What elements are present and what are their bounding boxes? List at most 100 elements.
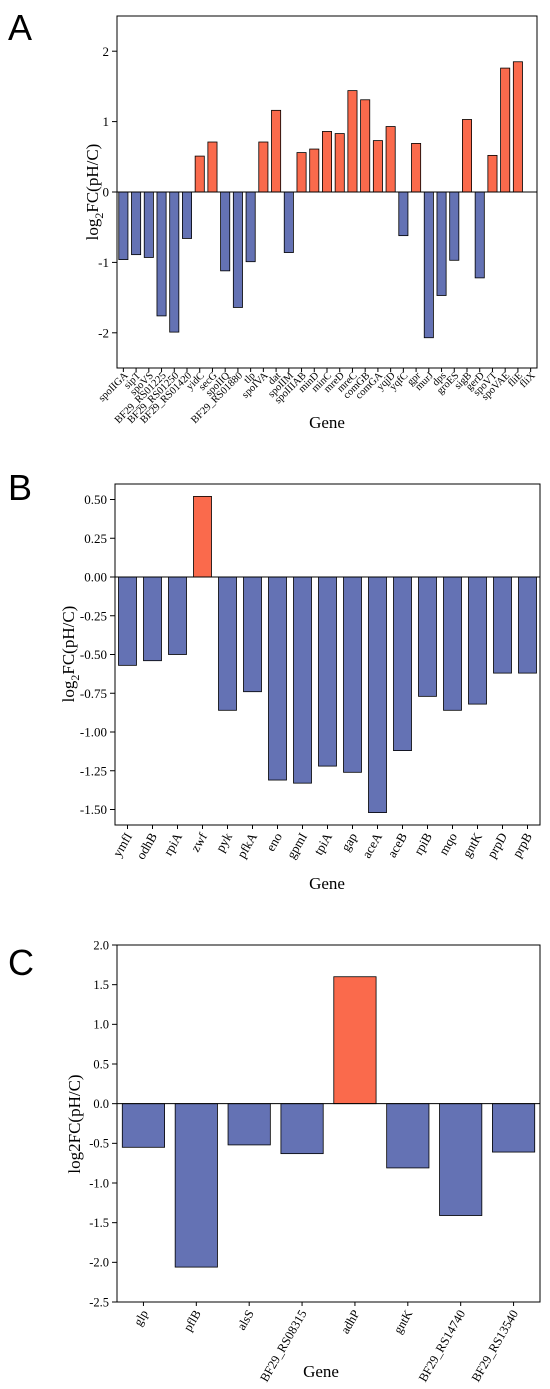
- y-tick-label: 2.0: [93, 938, 109, 952]
- x-tick-label: adhP: [338, 1307, 363, 1336]
- x-tick-label: BF29_RS08315: [257, 1308, 309, 1385]
- x-tick-label: BF29_RS13540: [469, 1308, 521, 1385]
- y-tick-label: -2: [98, 325, 109, 340]
- panel-letter: A: [8, 7, 32, 48]
- bar-BF29_RS01225: [156, 191, 167, 317]
- y-tick-label: -0.25: [80, 608, 107, 623]
- y-tick-label: 0.5: [93, 1057, 109, 1071]
- y-tick-label: -2.5: [89, 1295, 109, 1309]
- y-tick-label: -0.75: [80, 686, 107, 701]
- bar-mreD: [334, 133, 345, 193]
- x-tick-label: odhB: [133, 830, 160, 862]
- y-tick-label: -1.00: [80, 725, 107, 740]
- bar-BF29_RS01420: [182, 191, 192, 239]
- bar-BF29_RS13540: [492, 1103, 536, 1153]
- panel-c: C -2.5 -2.0 -1.5 -1.0 -0.5 0.0 0.5 1.0 1.5 2.0 glp p…: [8, 938, 541, 1385]
- bar-BF29_RS14740: [439, 1103, 483, 1216]
- x-tick-label: fliX: [518, 370, 538, 390]
- y-tick-label: 0.00: [84, 570, 107, 585]
- panel-letter: B: [8, 467, 32, 508]
- bar-zwf: [193, 495, 212, 578]
- x-tick-label: pflB: [181, 1308, 204, 1334]
- bar-murJ: [423, 191, 434, 339]
- bar-mqo: [443, 576, 462, 711]
- bar-tpiA: [318, 576, 337, 767]
- bar-comGA: [372, 140, 383, 193]
- x-tick-label: prpB: [509, 830, 535, 860]
- bar-eno: [268, 576, 287, 781]
- panel-a: A-2-1012spoIIGAsipTspoVSBF29_RS01225BF29…: [8, 7, 538, 432]
- bar-fliE: [512, 61, 523, 193]
- y-tick-label: 2: [103, 44, 110, 59]
- x-tick-label: rpiA: [160, 829, 185, 858]
- bar-tlp: [245, 191, 256, 263]
- bar-BF29_RS08315: [280, 1103, 324, 1155]
- y-tick-label: -1.25: [80, 763, 107, 778]
- bar-alsS: [227, 1103, 271, 1146]
- x-tick-label: gntK: [391, 1308, 416, 1337]
- bar-spoIIQ: [220, 191, 231, 272]
- bar-spoVAE: [500, 67, 511, 193]
- bar-BF29_RS01250: [169, 191, 180, 333]
- bar-BF29_RS01880: [232, 191, 243, 308]
- bar-minC: [322, 131, 332, 193]
- panel-b: B -1.50 -1.25 -1.00 -0.75 -0.50 -0.25 0.00 0.25 0…: [8, 467, 541, 893]
- bar-sipT: [131, 191, 142, 256]
- x-tick-label: pyk: [212, 830, 235, 855]
- bar-aceA: [368, 576, 387, 814]
- bar-spoIIGA: [118, 191, 129, 260]
- bar-gpmI: [293, 576, 312, 784]
- bar-gntK: [468, 576, 487, 705]
- x-tick-label: ymfI: [109, 830, 135, 859]
- x-tick-label: zwf: [187, 829, 210, 854]
- bar-spoIIM: [283, 191, 294, 253]
- bar-spoIVA: [258, 141, 269, 193]
- bar-minD: [309, 148, 320, 193]
- bar-dps: [436, 191, 447, 296]
- y-axis-title: log2FC(pH/C): [59, 606, 82, 703]
- x-tick-label: aceB: [384, 830, 410, 860]
- x-tick-label: pfkA: [234, 829, 261, 860]
- y-tick-label: -2.0: [89, 1256, 109, 1270]
- bar-groES: [449, 191, 460, 261]
- bar-adhP: [333, 976, 377, 1105]
- x-tick-label: gap: [338, 830, 360, 854]
- bar-spoIIIAB: [296, 152, 307, 193]
- x-axis-title: Gene: [309, 413, 345, 432]
- x-tick-label: eno: [263, 830, 285, 854]
- y-axis-title: log2FC(pH/C): [83, 144, 106, 241]
- x-tick-label: mqo: [436, 830, 461, 858]
- bar-rpiA: [168, 576, 187, 655]
- x-axis-title: Gene: [303, 1362, 339, 1381]
- x-tick-label: gpmI: [283, 830, 310, 861]
- y-axis-title: log2FC(pH/C): [65, 1074, 84, 1173]
- bar-mreC: [347, 90, 358, 193]
- bar-prpB: [518, 576, 537, 674]
- bar-prpD: [493, 576, 512, 674]
- plot-area: [116, 944, 541, 1303]
- y-tick-label: -1.5: [89, 1216, 109, 1230]
- y-tick-label: 0.50: [84, 492, 107, 507]
- bar-glp: [121, 1103, 165, 1148]
- x-axis-title: Gene: [309, 874, 345, 893]
- bar-ymfI: [118, 576, 137, 666]
- y-tick-label: 1: [103, 114, 110, 129]
- y-tick-label: -0.5: [89, 1137, 109, 1151]
- bar-comGB: [360, 99, 371, 193]
- bar-pyk: [218, 576, 237, 711]
- x-tick-label: rpiB: [411, 830, 436, 858]
- x-tick-label: glp: [131, 1308, 151, 1329]
- x-tick-label: prpD: [484, 830, 510, 861]
- bar-pfkA: [243, 576, 262, 693]
- bar-gerD: [474, 191, 485, 279]
- panel-letter: C: [8, 942, 34, 983]
- bar-rpiB: [418, 576, 437, 697]
- bar-sigB: [462, 119, 472, 193]
- bar-yqjD: [385, 126, 396, 193]
- x-tick-label: gntK: [459, 829, 485, 860]
- x-tick-label: alsS: [234, 1307, 257, 1332]
- y-tick-label: 0.0: [93, 1097, 109, 1111]
- bar-yidC: [194, 155, 205, 193]
- bar-yqfC: [398, 191, 409, 237]
